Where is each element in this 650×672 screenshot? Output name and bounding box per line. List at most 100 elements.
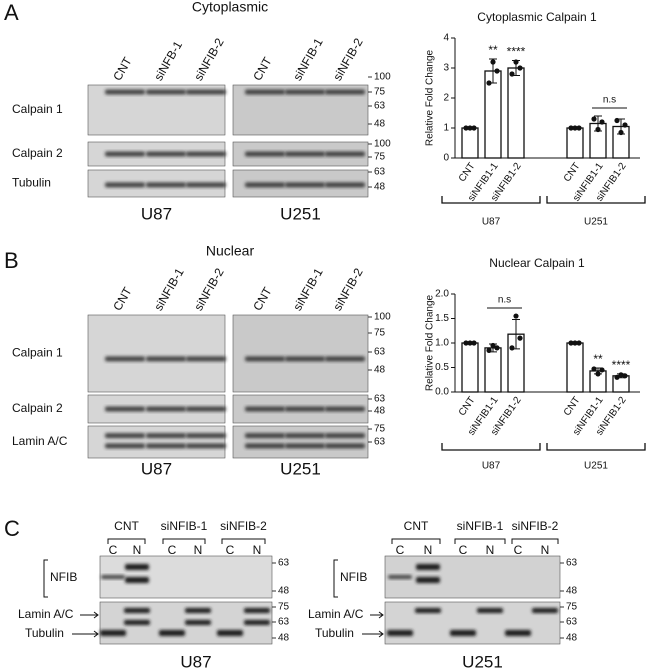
row-label: NFIB [50, 570, 77, 584]
size-marker: 63 [374, 437, 386, 448]
data-point [614, 374, 620, 380]
data-point [572, 125, 578, 131]
blot-band [185, 608, 211, 613]
lane-label: siNFIB-2 [191, 35, 227, 83]
significance: **** [507, 45, 526, 59]
size-marker: 75 [374, 328, 386, 339]
blot-strip [384, 601, 561, 645]
row-label: Calpain 1 [12, 102, 63, 116]
size-marker: 48 [278, 586, 290, 597]
blot-band [105, 433, 145, 439]
row-label: Calpain 2 [12, 401, 63, 415]
row-label: Calpain 1 [12, 346, 63, 360]
blot-band [285, 182, 325, 188]
bar [507, 67, 525, 159]
blot-band [186, 356, 226, 362]
blot-band [186, 182, 226, 188]
size-marker: 63 [566, 558, 578, 569]
row-label: Lamin A/C [308, 607, 364, 621]
lane-label: CNT [250, 284, 275, 313]
row-label: NFIB [340, 570, 367, 584]
row-label: Tubulin [315, 626, 354, 640]
size-marker: 63 [278, 558, 290, 569]
blot-band [325, 433, 365, 439]
blot-strip [99, 555, 273, 599]
lane-label: siNFIB-1 [151, 265, 187, 313]
blot-band [244, 608, 270, 613]
blot-band [285, 406, 325, 412]
y-tick-label: 4 [443, 33, 449, 44]
data-point [595, 371, 601, 377]
size-marker: 48 [566, 633, 578, 644]
blot-strip [87, 314, 226, 393]
group-label: U87 [482, 461, 501, 472]
group-bracket [546, 196, 646, 204]
size-marker: 48 [374, 365, 386, 376]
data-point [486, 80, 492, 86]
data-point [591, 366, 597, 372]
blot-band [125, 577, 149, 583]
data-point [513, 313, 519, 319]
data-point [490, 59, 496, 65]
blot-band [245, 406, 285, 412]
group-bracket [441, 196, 541, 204]
size-marker: 63 [374, 167, 386, 178]
size-marker: 48 [566, 586, 578, 597]
size-marker: 75 [374, 424, 386, 435]
blot-band [416, 577, 440, 583]
data-point [599, 119, 605, 125]
data-point [622, 373, 628, 379]
data-point [463, 125, 469, 131]
bar [484, 347, 502, 393]
significance: ** [593, 352, 603, 366]
arrow [370, 611, 384, 619]
size-marker: 63 [374, 347, 386, 358]
bar [566, 127, 584, 159]
group-bracket [441, 443, 541, 451]
blot-band [325, 182, 365, 188]
blot-strip [384, 555, 561, 599]
blot-band [450, 630, 476, 636]
lane-label: CNT [110, 54, 135, 83]
blot-band [245, 356, 285, 362]
blot-band [245, 433, 285, 439]
blot-band [245, 151, 285, 157]
panel-letter: C [4, 516, 20, 541]
bar [461, 342, 479, 393]
data-point [467, 125, 473, 131]
fraction-label: N [194, 543, 203, 557]
blot-band [325, 356, 365, 362]
panel-title: Cytoplasmic [192, 0, 268, 15]
blot-band [186, 433, 226, 439]
lane-label: siNFIB-1 [457, 519, 504, 533]
row-label: Calpain 2 [12, 146, 63, 160]
lane-bracket [511, 538, 559, 544]
row-label: Tubulin [12, 176, 51, 190]
size-marker: 63 [374, 101, 386, 112]
blot-band [325, 406, 365, 412]
row-label: Tubulin [25, 626, 64, 640]
blot-strip [232, 314, 369, 393]
group-label: U251 [584, 461, 608, 472]
significance: **** [612, 358, 631, 372]
blot-band [146, 433, 186, 439]
blot-band [186, 443, 226, 449]
data-point [509, 71, 515, 77]
y-axis-label: Relative Fold Change [425, 49, 436, 146]
cell-line-label: U251 [462, 652, 503, 671]
data-point [486, 347, 492, 353]
data-point [517, 65, 523, 71]
row-bracket [333, 559, 338, 598]
y-axis-label: Relative Fold Change [425, 294, 436, 391]
fraction-label: N [133, 543, 142, 557]
significance: n.s [498, 295, 511, 306]
blot-band [124, 608, 150, 613]
blot-band [416, 564, 440, 570]
fraction-label: C [396, 543, 405, 557]
panel-letter: A [4, 0, 19, 25]
blot-band [105, 89, 145, 95]
fraction-label: C [514, 543, 523, 557]
chart-title: Nuclear Calpain 1 [489, 256, 585, 270]
lane-label: CNT [250, 54, 275, 83]
blot-band [285, 151, 325, 157]
